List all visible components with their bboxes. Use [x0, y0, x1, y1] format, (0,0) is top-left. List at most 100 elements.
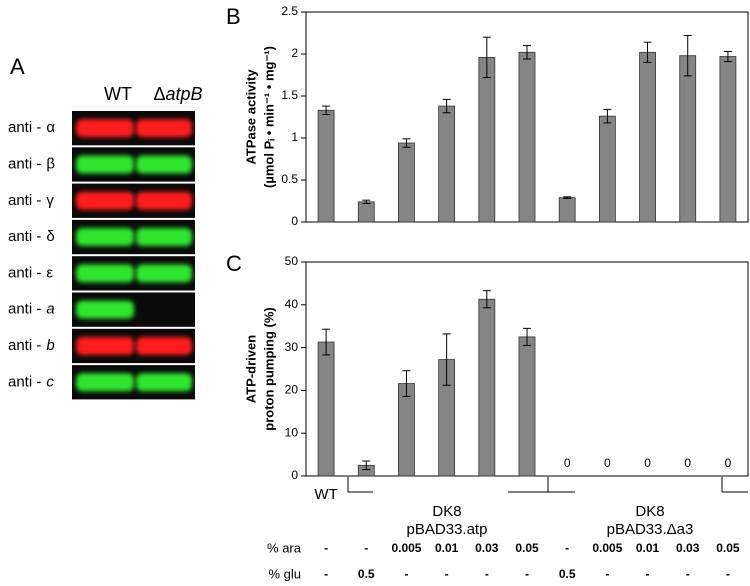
band [76, 228, 134, 247]
band [136, 228, 192, 247]
condition-value: 0.005 [592, 541, 622, 555]
column-header-prefix: Δ [153, 84, 165, 104]
bar [317, 341, 335, 477]
y-tick-label: 30 [285, 340, 299, 354]
band [76, 155, 134, 174]
condition-value: 0.5 [358, 567, 375, 581]
column-header: WT [104, 84, 132, 104]
value-label: 0 [684, 456, 691, 470]
antibody: anti - [8, 301, 41, 318]
error-bar [322, 105, 331, 115]
row-label: anti - c [8, 373, 54, 390]
error-bar [563, 196, 572, 199]
error-bar [402, 370, 411, 397]
band [76, 300, 134, 319]
group-label: pBAD33.atp [407, 521, 488, 538]
condition-value: - [726, 567, 730, 581]
y-axis-label: ATPase activity [243, 69, 258, 165]
condition-value: - [485, 567, 489, 581]
condition-value: - [404, 567, 408, 581]
band [136, 373, 192, 392]
y-tick-label: 1.5 [281, 88, 298, 102]
antigen: a [46, 301, 54, 318]
condition-value: 0.005 [391, 541, 421, 555]
error-bar [523, 45, 531, 60]
band [76, 336, 134, 355]
band [136, 119, 192, 138]
condition-value: 0.05 [515, 541, 539, 555]
chart-c: C ATP-driven proton pumping (%) 0 10 20 30 40 50… [226, 251, 749, 503]
row-label: anti - α [8, 119, 55, 136]
error-bar [643, 41, 652, 63]
condition-value: 0.05 [716, 541, 740, 555]
row-label: anti - γ [8, 192, 54, 209]
bar [398, 383, 415, 477]
condition-value: 0.5 [559, 567, 576, 581]
panel-letter: B [226, 4, 241, 29]
error-bar [523, 327, 531, 346]
antigen: b [46, 337, 54, 354]
antibody: anti - [8, 192, 41, 209]
bar [518, 51, 536, 223]
bar [679, 55, 697, 223]
group-label: DK8 [635, 503, 664, 520]
row-label: anti - a [8, 301, 55, 318]
conditions-table: % ara - - 0.005 0.01 0.03 0.05 - 0.005 0.01 0.03 0.… [267, 540, 740, 581]
panel-letter: A [10, 54, 25, 79]
antibody: anti - [8, 373, 41, 390]
value-label: 0 [644, 456, 651, 470]
value-label: 0 [604, 456, 611, 470]
bar [719, 56, 737, 223]
error-bar [442, 333, 451, 386]
condition-value: 0.01 [636, 541, 660, 555]
condition-value: - [605, 567, 609, 581]
bar [317, 109, 335, 223]
band [76, 191, 134, 210]
value-label: 0 [564, 456, 571, 470]
condition-value: - [324, 541, 328, 555]
y-tick-label: 0.5 [281, 172, 298, 186]
antibody: anti - [8, 228, 41, 245]
y-axis-label: (µmol Pᵢ • min⁻¹ • mg⁻¹) [261, 46, 276, 188]
antibody: anti - [8, 119, 41, 136]
column-header: ΔatpB [153, 84, 202, 104]
bar [478, 298, 496, 477]
row-label: anti - β [8, 155, 55, 172]
error-bar [322, 328, 331, 356]
antigen: δ [46, 228, 54, 245]
antigen: α [46, 119, 55, 136]
condition-value: - [525, 567, 529, 581]
condition-value: - [646, 567, 650, 581]
column-header-gene: atpB [166, 84, 203, 104]
y-tick-label: 20 [285, 383, 299, 397]
antibody: anti - [8, 337, 41, 354]
bar [478, 56, 496, 223]
condition-value: 0.01 [435, 541, 459, 555]
error-bar [482, 290, 491, 309]
y-axis-label: ATP-driven [243, 335, 258, 403]
bracket [508, 477, 549, 493]
bar [598, 115, 616, 223]
band [136, 155, 192, 174]
y-tick-label: 2 [291, 46, 298, 60]
group-brackets [347, 477, 748, 493]
condition-label: % glu [268, 566, 301, 581]
y-tick-label: 1 [291, 130, 298, 144]
antigen: c [46, 373, 54, 390]
bar [398, 142, 415, 223]
error-bar [723, 50, 732, 63]
error-bar [482, 36, 491, 79]
row-label: anti - ε [8, 264, 53, 281]
bar [558, 197, 576, 223]
antigen: β [46, 155, 55, 172]
error-bar [362, 199, 371, 205]
condition-value: 0.03 [676, 541, 700, 555]
antigen: ε [46, 264, 53, 281]
error-bar [402, 138, 411, 148]
condition-label: % ara [267, 540, 302, 555]
antibody: anti - [8, 155, 41, 172]
value-label: 0 [725, 456, 732, 470]
chart-b: B ATPase activity (µmol Pᵢ • min⁻¹ • mg⁻¹)… [226, 4, 749, 228]
